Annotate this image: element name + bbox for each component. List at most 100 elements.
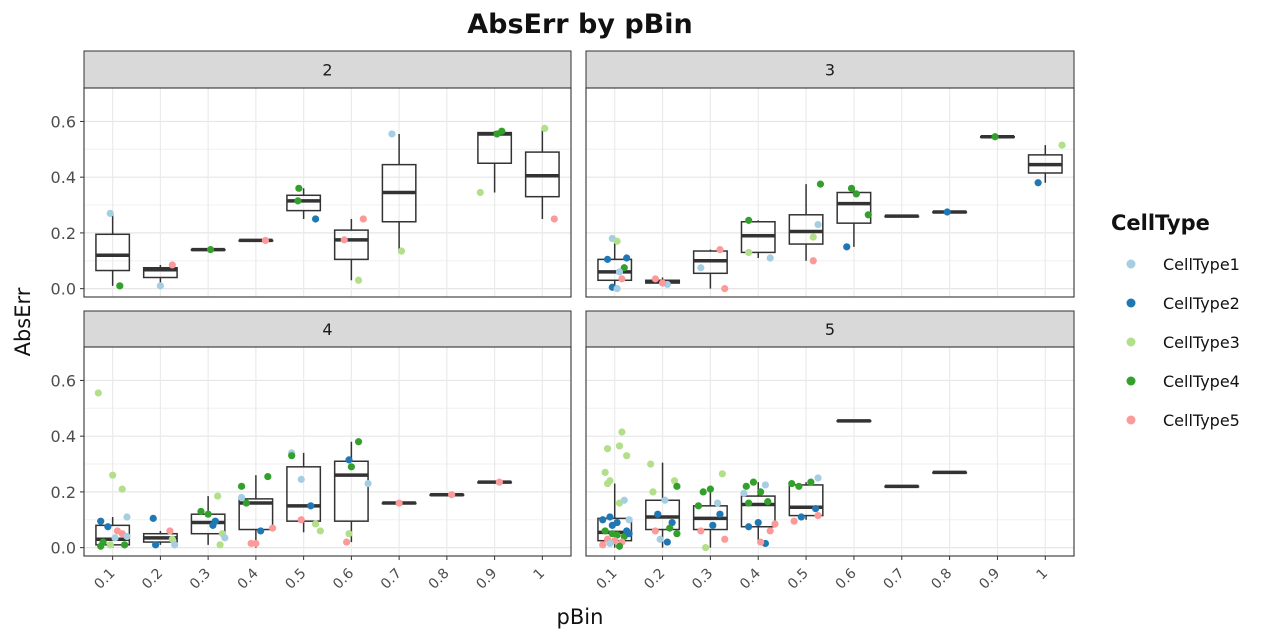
data-point <box>257 527 265 535</box>
data-point <box>166 527 174 535</box>
data-point <box>613 518 621 527</box>
data-point <box>666 524 674 532</box>
x-tick-label: 0.1 <box>593 566 620 593</box>
data-point <box>991 133 999 141</box>
data-point <box>615 542 624 550</box>
x-tick-label: 0.8 <box>928 566 955 593</box>
data-point <box>615 442 624 450</box>
data-point <box>340 236 348 244</box>
data-point <box>852 190 860 198</box>
data-point <box>697 264 705 272</box>
data-point <box>618 428 626 436</box>
data-point <box>294 197 302 205</box>
legend-key <box>1126 259 1136 269</box>
data-point <box>615 268 624 276</box>
data-point <box>156 282 164 290</box>
data-point <box>603 479 612 488</box>
data-point <box>745 523 753 531</box>
x-tick-label: 0.6 <box>833 565 860 592</box>
facet-panels: 2 0.0 0.2 0.4 0.6 3 4 0.0 0.2 0.4 0.6 0.1 0.2 0.3 0.4 0… <box>51 50 1075 593</box>
data-point <box>646 460 655 468</box>
box-0.7 <box>884 214 920 218</box>
data-point <box>599 516 607 524</box>
x-tick-label: 1 <box>1034 566 1052 584</box>
facet-strip-label: 2 <box>322 61 332 80</box>
box-0.2 <box>142 264 178 286</box>
y-tick-label: 0.2 <box>51 224 76 243</box>
data-point <box>118 485 126 493</box>
data-point <box>673 530 681 538</box>
box-1 <box>524 128 560 219</box>
box-iqr <box>740 495 776 528</box>
data-point <box>288 452 296 460</box>
data-point <box>149 514 157 522</box>
facet-strip-label: 3 <box>825 61 835 80</box>
legend-key <box>1126 415 1136 425</box>
y-tick-label: 0.4 <box>51 168 76 187</box>
data-point <box>766 527 774 535</box>
data-point <box>843 243 851 251</box>
data-point <box>388 130 396 138</box>
data-point <box>342 538 351 546</box>
data-point <box>670 477 679 485</box>
data-point <box>673 482 681 490</box>
data-point <box>197 507 205 516</box>
legend: CellType CellType1 CellType2 CellType3 Cell… <box>1111 211 1240 430</box>
data-point <box>814 511 822 520</box>
data-point <box>354 438 363 446</box>
panel-background <box>84 88 571 297</box>
data-point <box>354 276 363 284</box>
data-point <box>97 517 105 525</box>
data-point <box>252 539 260 548</box>
facet-panel-2: 2 0.0 0.2 0.4 0.6 <box>51 50 572 299</box>
data-point <box>797 513 805 521</box>
panel-border <box>83 87 572 298</box>
box-iqr <box>788 214 824 245</box>
y-axis-title: AbsErr <box>11 287 35 356</box>
legend-key <box>1126 337 1136 347</box>
data-point <box>216 541 224 549</box>
data-point <box>620 264 628 272</box>
data-point <box>237 482 246 490</box>
data-point <box>618 275 626 283</box>
data-point <box>721 535 729 543</box>
box-0.5 <box>788 184 824 261</box>
y-tick-label: 0.0 <box>51 539 76 558</box>
data-point <box>766 254 774 262</box>
facet-strip <box>585 310 1075 348</box>
data-point <box>316 527 324 535</box>
legend-item-CellType1: CellType1 <box>1126 255 1240 274</box>
data-point <box>364 479 372 488</box>
data-point <box>706 485 714 493</box>
data-point <box>661 496 669 504</box>
x-tick-label: 0.4 <box>737 565 764 592</box>
data-point <box>623 254 631 262</box>
data-point <box>261 236 270 245</box>
x-tick-label: 0.7 <box>881 566 908 593</box>
data-point <box>658 279 667 287</box>
data-point <box>757 488 765 496</box>
y-tick-label: 0.6 <box>51 112 76 131</box>
data-point <box>716 246 724 254</box>
data-point <box>771 520 779 528</box>
data-point <box>264 472 272 481</box>
data-point <box>764 498 772 506</box>
x-tick-label: 0.2 <box>139 566 166 593</box>
box-iqr <box>142 266 178 279</box>
data-point <box>656 535 664 543</box>
data-point <box>123 513 131 521</box>
data-point <box>209 521 217 529</box>
panel-border <box>585 346 1075 557</box>
legend-label: CellType5 <box>1163 411 1240 430</box>
data-point <box>749 478 758 486</box>
data-point <box>550 215 558 223</box>
data-point <box>242 499 250 507</box>
panel-background <box>586 347 1074 556</box>
legend-label: CellType3 <box>1163 333 1240 352</box>
x-axis-title: pBin <box>557 605 604 629</box>
y-tick-label: 0.2 <box>51 483 76 502</box>
data-point <box>168 535 176 543</box>
data-point <box>761 481 770 489</box>
data-point <box>795 482 803 490</box>
y-tick-label: 0.6 <box>51 371 76 390</box>
